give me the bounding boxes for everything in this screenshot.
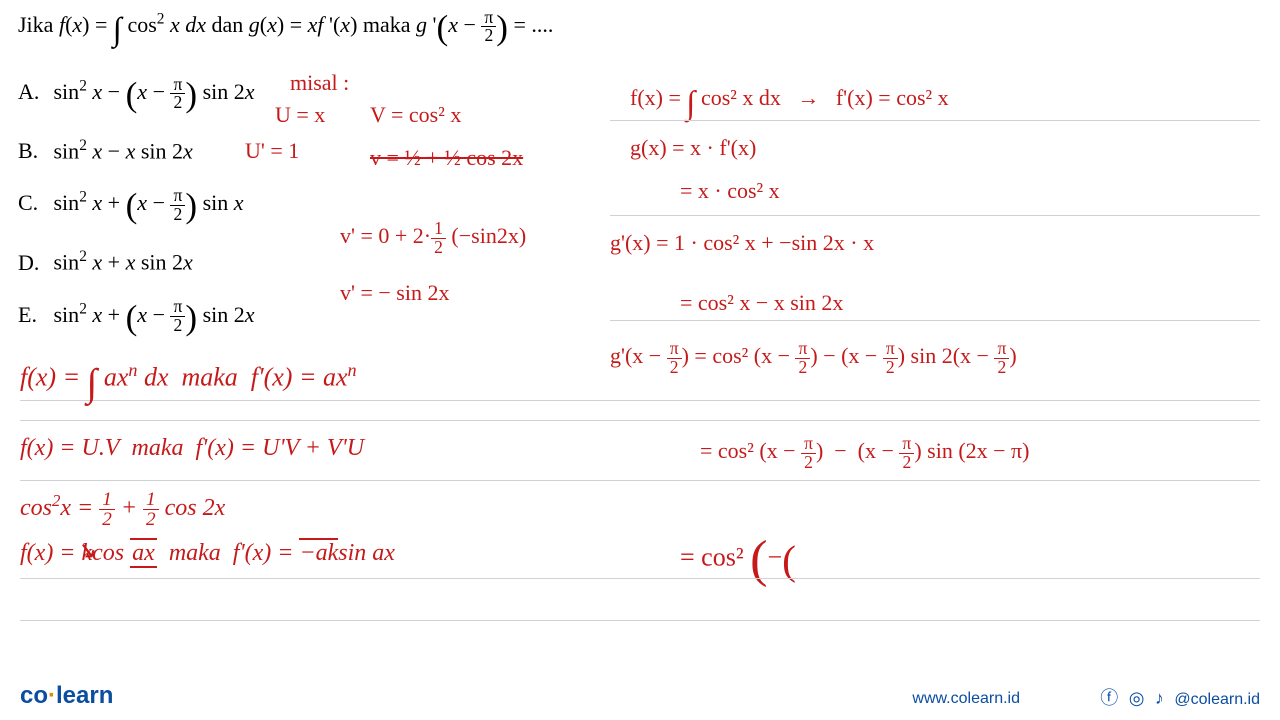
answer-c: C. sin2 x + (x − π2) sin x xyxy=(18,186,255,226)
footer: co·learn www.colearn.id ⓕ ◎ ♪ @colearn.i… xyxy=(0,680,1280,710)
question-text: Jika f(x) = ∫ cos2 x dx dan g(x) = xf '(… xyxy=(18,8,553,49)
hw-vprime2: v' = − sin 2x xyxy=(340,280,449,306)
logo: co·learn xyxy=(20,682,113,710)
logo-part-a: co xyxy=(20,682,48,709)
rule-3: cos2x = 12 + 12 cos 2x xyxy=(20,490,225,529)
hw-r5: = cos² x − x sin 2x xyxy=(680,290,843,316)
rule-line xyxy=(610,215,1260,216)
hw-u-eq-x: U = x xyxy=(275,102,325,128)
rule-line xyxy=(610,320,1260,321)
hw-r1: f(x) = ∫ cos² x dx → f'(x) = cos² x xyxy=(630,85,949,122)
hw-r4: g'(x) = 1 · cos² x + −sin 2x · x xyxy=(610,230,874,256)
tiktok-icon: ♪ xyxy=(1155,688,1164,709)
handle-text: @colearn.id xyxy=(1174,691,1260,708)
hw-u2: U' = 1 xyxy=(245,138,299,164)
instagram-icon: ◎ xyxy=(1129,688,1145,709)
rule-line xyxy=(20,420,1260,421)
hw-r3: = x · cos² x xyxy=(680,178,780,204)
facebook-icon: ⓕ xyxy=(1100,684,1118,710)
hw-v-half: v = ½ + ½ cos 2x xyxy=(370,145,523,171)
hw-r2: g(x) = x · f'(x) xyxy=(630,135,756,161)
site-url: www.colearn.id xyxy=(912,690,1020,708)
answer-d: D. sin2 x + x sin 2x xyxy=(18,248,255,275)
hw-misal: misal : xyxy=(290,70,349,96)
hw-r6: g'(x − π2) = cos² (x − π2) − (x − π2) si… xyxy=(610,340,1017,376)
hw-r8: = cos² (−( xyxy=(680,530,796,589)
rule-line xyxy=(20,620,1260,621)
rule-line xyxy=(610,120,1260,121)
rule-line xyxy=(20,578,1260,579)
answer-e: E. sin2 x + (x − π2) sin 2x xyxy=(18,298,255,338)
hw-r7: = cos² (x − π2) − (x − π2) sin (2x − π) xyxy=(700,435,1029,471)
social-handles: ⓕ ◎ ♪ @colearn.id xyxy=(1100,684,1260,710)
rule-line xyxy=(20,480,1260,481)
rule-1: f(x) = ∫ axn dx maka f'(x) = axn xyxy=(20,360,357,405)
rule-4: f(x) = ↘kcos ax maka f'(x) = −aksin ax xyxy=(20,540,395,567)
answer-a: A. sin2 x − (x − π2) sin 2x xyxy=(18,75,255,115)
answer-choices: A. sin2 x − (x − π2) sin 2x B. sin2 x − … xyxy=(18,75,255,360)
logo-part-b: learn xyxy=(56,682,113,709)
hw-vprime: v' = 0 + 2·12 (−sin2x) xyxy=(340,220,526,256)
rule-2: f(x) = U.V maka f'(x) = U'V + V'U xyxy=(20,435,364,462)
answer-b: B. sin2 x − x sin 2x xyxy=(18,137,255,164)
logo-dot-icon: · xyxy=(48,682,56,709)
hw-v-eq: V = cos² x xyxy=(370,102,461,128)
